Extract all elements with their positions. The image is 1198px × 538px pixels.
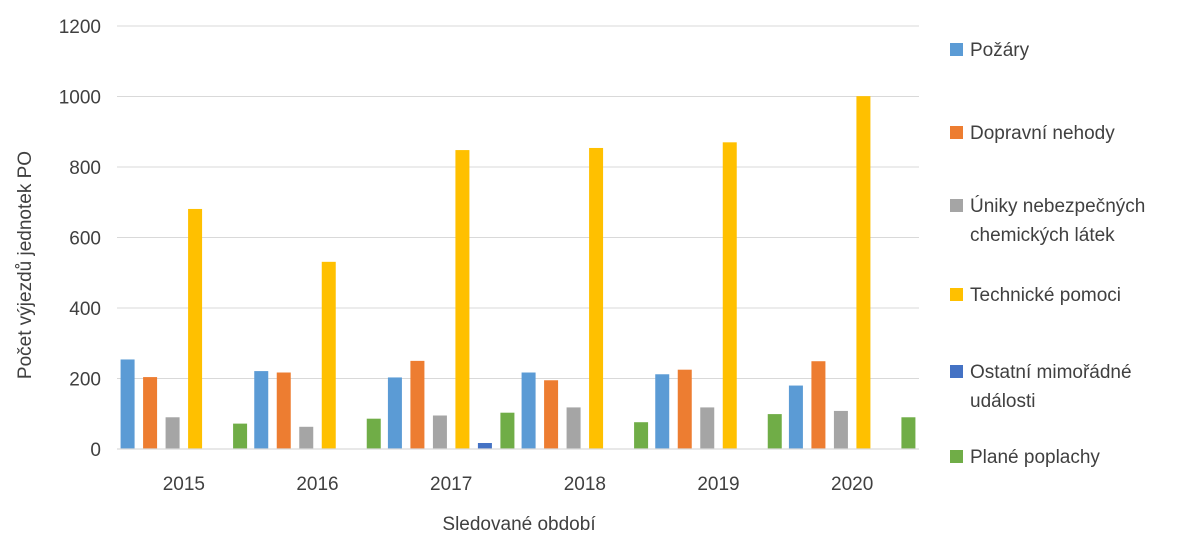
legend-label: Ostatní mimořádné události [970, 362, 1132, 412]
bar-2-2015 [143, 377, 158, 449]
bar-4-2016 [321, 261, 336, 449]
legend-label: Požáry [970, 40, 1030, 61]
bar-2-2019 [677, 369, 692, 449]
bar-4-2019 [722, 142, 737, 449]
legend-item: Dopravní nehody [950, 119, 1115, 148]
x-tick-label: 2020 [831, 474, 873, 495]
bar-6-2019 [767, 414, 782, 449]
x-tick-label: 2015 [163, 474, 205, 495]
bar-1-2016 [254, 371, 269, 449]
legend-item: Požáry [950, 36, 1029, 65]
legend-label: Plané poplachy [970, 447, 1100, 468]
legend-swatch [950, 365, 963, 378]
legend-item: Ostatní mimořádné události [950, 358, 1198, 416]
bar-3-2020 [833, 410, 848, 449]
bar-2-2016 [276, 372, 291, 449]
bar-6-2017 [500, 412, 515, 449]
bar-6-2020 [901, 417, 916, 449]
bar-6-2015 [233, 423, 248, 449]
legend-label: Dopravní nehody [970, 123, 1115, 144]
legend-swatch [950, 43, 963, 56]
bar-1-2018 [521, 372, 536, 449]
y-tick-label: 400 [69, 299, 101, 320]
y-axis-title: Počet výjezdů jednotek PO [15, 151, 36, 379]
bar-1-2017 [387, 377, 402, 449]
bars [120, 96, 916, 450]
bar-3-2019 [700, 407, 715, 449]
legend-swatch [950, 126, 963, 139]
x-tick-label: 2017 [430, 474, 472, 495]
y-tick-label: 0 [90, 440, 101, 461]
legend: Požáry Dopravní nehody Úniky nebezpečných … [950, 0, 1198, 533]
bar-4-2020 [856, 96, 871, 450]
legend-swatch [950, 199, 963, 212]
legend-swatch [950, 288, 963, 301]
bar-4-2017 [455, 150, 470, 449]
x-tick-label: 2018 [564, 474, 606, 495]
bar-4-2015 [188, 208, 203, 449]
x-tick-label: 2016 [296, 474, 338, 495]
bar-2-2017 [410, 360, 425, 449]
bar-3-2017 [432, 415, 447, 449]
legend-item: Úniky nebezpečných chemických látek [950, 192, 1198, 250]
bar-3-2016 [299, 426, 314, 449]
bar-1-2020 [788, 385, 803, 449]
y-tick-label: 600 [69, 229, 101, 250]
axes: 0 200 400 600 800 1000 1200 2015 2016 2017 2018 201… [59, 17, 919, 495]
bar-2-2020 [811, 361, 826, 449]
legend-item: Technické pomoci [950, 281, 1121, 310]
bar-5-2017 [477, 443, 492, 449]
x-axis-title: Sledované období [442, 514, 596, 533]
bar-3-2018 [566, 407, 581, 449]
bar-4-2018 [589, 147, 604, 449]
x-tick-label: 2019 [697, 474, 739, 495]
bar-3-2015 [165, 417, 180, 449]
gridlines [117, 25, 919, 379]
bar-1-2015 [120, 359, 135, 449]
y-tick-label: 1000 [59, 88, 101, 109]
bar-2-2018 [544, 380, 559, 449]
legend-swatch [950, 450, 963, 463]
y-tick-label: 800 [69, 158, 101, 179]
legend-label: Úniky nebezpečných chemických látek [970, 196, 1146, 246]
bar-6-2018 [634, 422, 649, 449]
bar-1-2019 [655, 374, 670, 449]
legend-item: Plané poplachy [950, 443, 1100, 472]
legend-label: Technické pomoci [970, 285, 1122, 306]
y-tick-label: 200 [69, 370, 101, 391]
bar-6-2016 [366, 418, 381, 449]
y-tick-label: 1200 [59, 17, 101, 38]
